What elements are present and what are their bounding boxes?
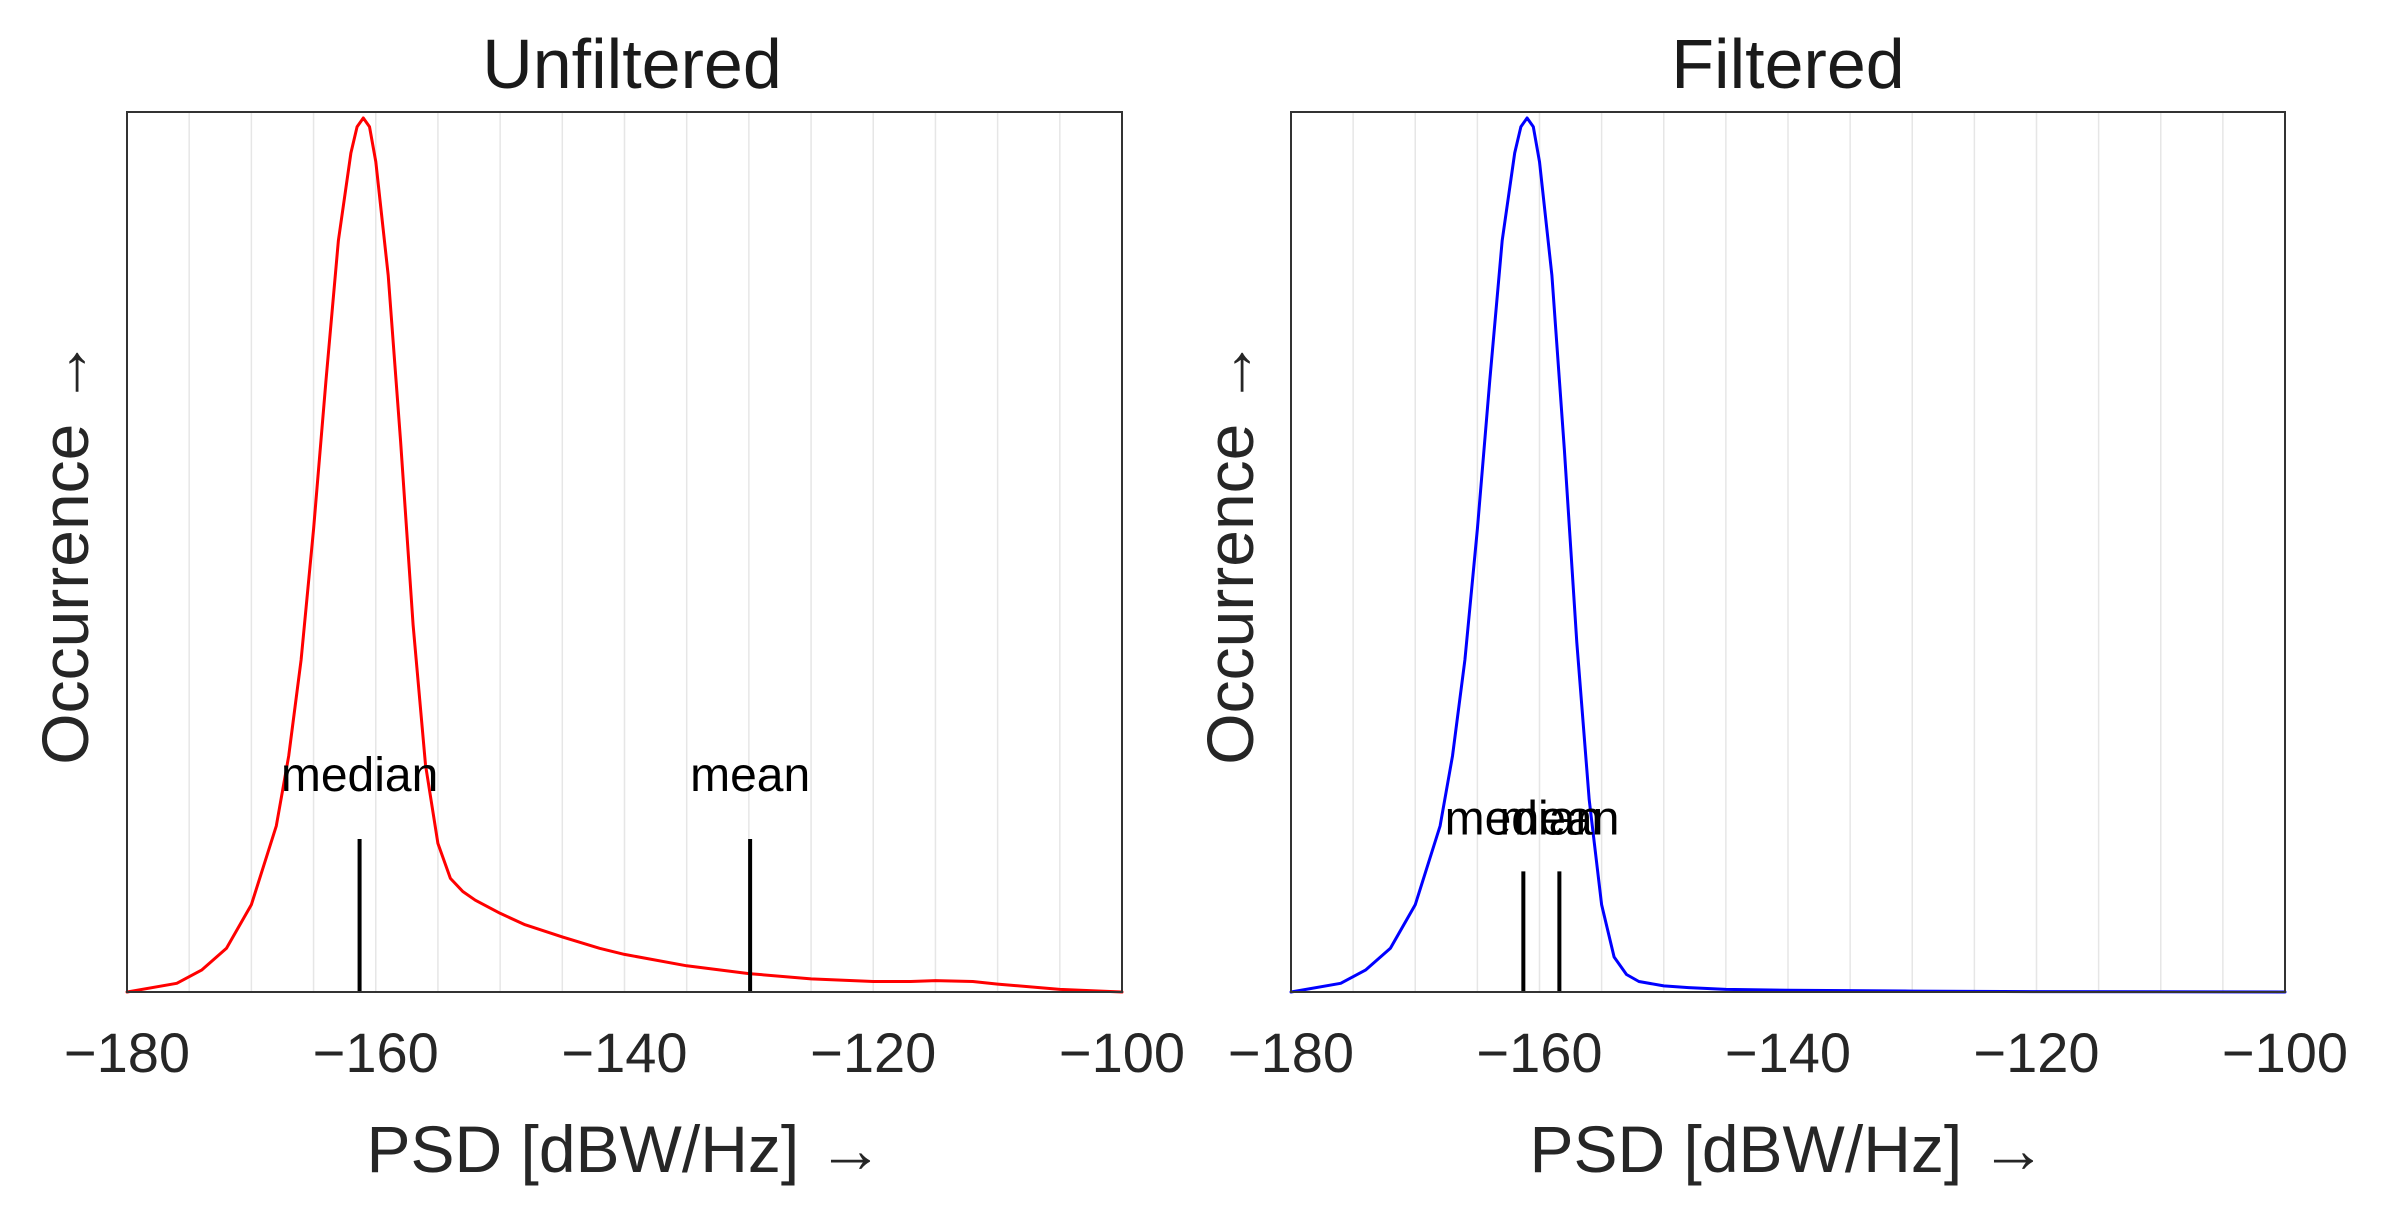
x-tick-label: −120 xyxy=(810,1021,936,1084)
x-tick-labels: −180 −160 −140 −120 −100 xyxy=(1228,1021,2348,1084)
plot-area: median mean xyxy=(125,111,1124,994)
x-tick-label: −140 xyxy=(561,1021,687,1084)
x-tick-label: −180 xyxy=(1228,1021,1354,1084)
x-tick-label: −100 xyxy=(2222,1021,2348,1084)
x-tick-label: −180 xyxy=(64,1021,190,1084)
median-label: median xyxy=(1445,793,1602,846)
mean-label: mean xyxy=(1499,793,1619,846)
grid-lines xyxy=(188,112,1061,992)
x-tick-label: −160 xyxy=(313,1021,439,1084)
series-line xyxy=(125,116,1124,994)
axes-frame xyxy=(1290,111,2286,993)
chart-title: Unfiltered xyxy=(482,25,782,103)
x-tick-labels: −180 −160 −140 −120 −100 xyxy=(64,1021,1185,1084)
median-label: median xyxy=(281,749,438,802)
grid-lines xyxy=(1352,112,2224,992)
x-axis-label: PSD [dBW/Hz] → xyxy=(1529,1112,2046,1186)
series-line xyxy=(1289,116,2287,994)
y-axis-label: Occurrence → xyxy=(28,339,102,764)
mean-label: mean xyxy=(690,749,810,802)
x-tick-label: −120 xyxy=(1973,1021,2099,1084)
x-tick-label: −140 xyxy=(1725,1021,1851,1084)
x-axis-label: PSD [dBW/Hz] → xyxy=(366,1112,883,1186)
y-axis-label: Occurrence → xyxy=(1193,339,1267,764)
x-tick-label: −100 xyxy=(1059,1021,1185,1084)
curve-layer xyxy=(125,116,1124,994)
axes-frame xyxy=(126,111,1123,993)
annotation-layer: median mean xyxy=(281,749,810,992)
chart-title: Filtered xyxy=(1671,25,1904,103)
panel-unfiltered: Unfiltered median mean −180 −160 −140 −120 −1… xyxy=(28,25,1185,1186)
x-tick-label: −160 xyxy=(1476,1021,1602,1084)
curve-layer xyxy=(1289,116,2287,994)
